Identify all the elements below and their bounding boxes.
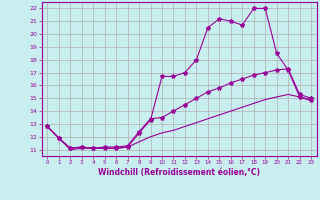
X-axis label: Windchill (Refroidissement éolien,°C): Windchill (Refroidissement éolien,°C) [98, 168, 260, 177]
